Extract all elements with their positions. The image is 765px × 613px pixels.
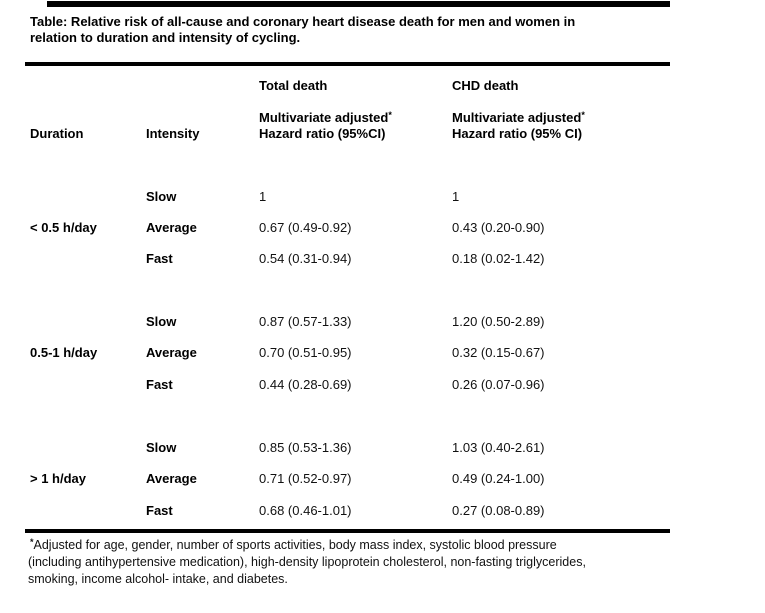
header-top-rule [25,62,670,66]
table-caption-line2: relation to duration and intensity of cy… [30,30,301,45]
intensity-label: Fast [146,251,173,266]
table-bottom-rule [25,529,670,533]
chd-death-subheader-hazard: Hazard ratio (95% CI) [452,126,583,141]
chd-death-value: 0.27 (0.08-0.89) [452,503,545,518]
table-caption: Table: Relative risk of all-cause and co… [30,14,575,46]
chd-death-value: 1.20 (0.50-2.89) [452,314,545,329]
duration-label: > 1 h/day [30,471,86,486]
chd-death-subheader-adjusted: Multivariate adjusted* [452,110,585,126]
duration-label: 0.5-1 h/day [30,345,98,360]
intensity-label: Average [146,220,197,235]
total-adjusted-label: Multivariate adjusted [259,110,389,125]
total-death-value: 0.54 (0.31-0.94) [259,251,352,266]
total-death-value: 0.87 (0.57-1.33) [259,314,352,329]
chd-death-value: 1 [452,189,460,204]
chd-death-value: 0.49 (0.24-1.00) [452,471,545,486]
chd-adjusted-asterisk: * [581,110,585,120]
top-border-rule [47,1,670,7]
column-header-duration: Duration [30,126,84,141]
chd-death-value: 0.26 (0.07-0.96) [452,377,545,392]
intensity-label: Slow [146,189,177,204]
total-death-value: 0.67 (0.49-0.92) [259,220,352,235]
footnote-asterisk: * [30,537,34,547]
total-death-value: 0.44 (0.28-0.69) [259,377,352,392]
duration-label: < 0.5 h/day [30,220,97,235]
intensity-label: Average [146,345,197,360]
chd-adjusted-label: Multivariate adjusted [452,110,582,125]
total-death-value: 0.85 (0.53-1.36) [259,440,352,455]
intensity-label: Fast [146,503,173,518]
total-death-value: 0.68 (0.46-1.01) [259,503,352,518]
column-header-intensity: Intensity [146,126,200,141]
intensity-label: Average [146,471,197,486]
total-death-value: 1 [259,189,267,204]
total-death-subheader-adjusted: Multivariate adjusted* [259,110,392,126]
footnote-line2: (including antihypertensive medication),… [28,555,586,569]
footnote-line1: *Adjusted for age, gender, number of spo… [30,537,557,554]
footnote-line3: smoking, income alcohol- intake, and dia… [28,572,288,586]
total-death-subheader-hazard: Hazard ratio (95%CI) [259,126,386,141]
total-death-value: 0.71 (0.52-0.97) [259,471,352,486]
table-caption-line1: Table: Relative risk of all-cause and co… [30,14,576,29]
intensity-label: Slow [146,440,177,455]
intensity-label: Fast [146,377,173,392]
chd-death-value: 1.03 (0.40-2.61) [452,440,545,455]
chd-death-value: 0.32 (0.15-0.67) [452,345,545,360]
chd-death-value: 0.43 (0.20-0.90) [452,220,545,235]
column-header-chd-death: CHD death [452,78,519,93]
chd-death-value: 0.18 (0.02-1.42) [452,251,545,266]
total-adjusted-asterisk: * [388,110,392,120]
footnote-line1-text: Adjusted for age, gender, number of spor… [33,538,557,552]
column-header-total-death: Total death [259,78,328,93]
total-death-value: 0.70 (0.51-0.95) [259,345,352,360]
intensity-label: Slow [146,314,177,329]
